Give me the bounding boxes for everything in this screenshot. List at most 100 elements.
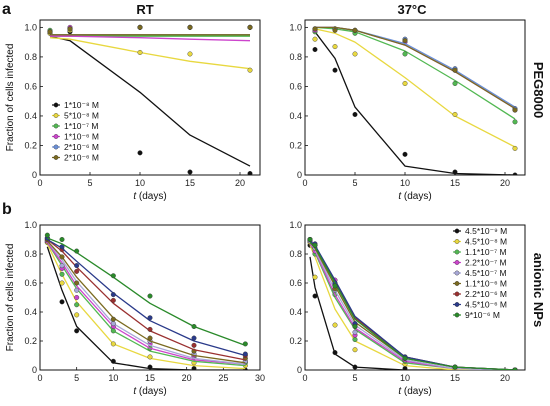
data-point: [59, 254, 65, 260]
data-point: [352, 27, 358, 33]
x-tick-label: 5: [87, 178, 92, 188]
data-point: [59, 263, 65, 269]
fit-line-1: [314, 28, 516, 148]
fit-line-5: [315, 26, 516, 110]
data-point: [191, 324, 197, 330]
fit-line-1: [49, 37, 251, 70]
panel-b-37: 0 5 10 15 20 0 0.2 0.4 0.6 0.8 1.0 t (days) 4.5*10⁻⁹…: [289, 220, 526, 397]
y-tick-label: 0.6: [24, 81, 37, 91]
legend-swatch-marker: [454, 239, 460, 244]
row-label-anionic-nps: anionic NPs: [531, 253, 546, 327]
legend-entry: 4.5*10⁻⁷ M: [465, 268, 507, 278]
x-tick-label: 5: [352, 373, 357, 383]
fit-line-3: [315, 26, 516, 110]
fit-line-3: [50, 35, 251, 42]
data-point: [137, 24, 143, 30]
x-axis-label: t (days): [133, 386, 166, 397]
data-point: [512, 172, 518, 175]
data-point: [242, 341, 248, 347]
data-point: [452, 80, 458, 86]
x-tick-label: 25: [218, 373, 228, 383]
legend-entry: 1*10⁻⁷ M: [64, 121, 99, 131]
y-tick-label: 0.8: [289, 52, 302, 62]
legend-swatch-marker: [454, 291, 460, 297]
y-tick-label: 0.4: [24, 307, 37, 317]
y-tick-label: 0.8: [289, 249, 302, 259]
data-point: [312, 242, 318, 248]
column-title-37c: 37°C: [397, 2, 427, 17]
legend-swatch-marker: [53, 134, 59, 139]
data-point: [512, 119, 518, 125]
data-point: [452, 364, 458, 370]
y-tick-label: 0.4: [24, 111, 37, 121]
y-axis-label: Fraction of cells infected: [5, 44, 16, 152]
data-point: [402, 151, 408, 157]
data-point: [352, 51, 358, 57]
x-axis-unit: (days): [401, 386, 432, 397]
y-tick-label: 1.0: [289, 220, 302, 230]
data-point: [402, 51, 408, 57]
legend-swatch-marker: [454, 302, 460, 307]
data-point: [452, 111, 458, 117]
x-tick-label: 15: [185, 178, 195, 188]
x-tick-label: 20: [500, 178, 510, 188]
data-point: [352, 111, 358, 117]
data-point: [191, 342, 197, 348]
data-point: [74, 263, 80, 269]
x-axis-label: t (days): [398, 386, 431, 397]
column-title-rt: RT: [136, 2, 153, 17]
plot-frame: [39, 19, 261, 176]
x-axis-var: t: [398, 386, 402, 397]
data-point: [67, 26, 73, 32]
legend-swatch-marker: [454, 270, 460, 276]
data-point: [147, 326, 153, 332]
y-tick-label: 0.2: [289, 336, 302, 346]
data-point: [312, 293, 318, 299]
data-point: [332, 283, 338, 289]
legend-entry: 1*10⁻⁶ M: [64, 132, 99, 142]
legend-entry: 5*10⁻⁸ M: [64, 111, 99, 121]
data-point: [110, 297, 116, 303]
data-point: [312, 274, 318, 280]
data-point: [147, 335, 153, 341]
data-point: [187, 24, 193, 30]
data-point: [247, 24, 253, 30]
y-tick-label: 1.0: [24, 220, 37, 230]
x-tick-label: 20: [182, 373, 192, 383]
y-tick-label: 0: [32, 170, 37, 180]
y-tick-label: 0: [32, 365, 37, 375]
legend-entry: 2.2*10⁻⁷ M: [465, 258, 507, 268]
y-tick-label: 0: [297, 170, 302, 180]
data-point: [402, 80, 408, 86]
x-tick-label: 15: [450, 373, 460, 383]
data-point: [147, 293, 153, 299]
panel-a-37: 0 5 10 15 20 0 0.2 0.4 0.6 0.8 1.0 t (days): [289, 19, 526, 202]
data-point: [247, 67, 253, 73]
data-point: [352, 337, 358, 343]
data-point: [110, 273, 116, 279]
legend: 1*10⁻⁸ M5*10⁻⁸ M1*10⁻⁷ M1*10⁻⁶ M2*10⁻⁶ M…: [52, 100, 99, 163]
y-tick-label: 1.0: [24, 22, 37, 32]
legend-entry: 4.5*10⁻⁹ M: [465, 226, 507, 236]
x-axis-var: t: [133, 191, 137, 202]
data-point: [332, 322, 338, 328]
fit-line-0: [314, 31, 516, 175]
legend-swatch-marker: [454, 281, 460, 286]
x-tick-label: 0: [302, 178, 307, 188]
data-point: [74, 248, 80, 254]
data-point: [332, 44, 338, 50]
data-point: [332, 27, 338, 33]
data-point: [74, 287, 80, 293]
plot-area: [307, 236, 518, 370]
data-point: [74, 280, 80, 286]
data-point: [110, 328, 116, 334]
data-point: [512, 145, 518, 151]
plot-area: [47, 24, 253, 175]
fit-line-2: [314, 26, 516, 120]
data-point: [402, 38, 408, 44]
data-point: [312, 47, 318, 53]
data-point: [452, 169, 458, 175]
legend-swatch-marker: [53, 102, 59, 108]
legend-swatch-marker: [454, 228, 460, 234]
data-point: [187, 169, 193, 175]
